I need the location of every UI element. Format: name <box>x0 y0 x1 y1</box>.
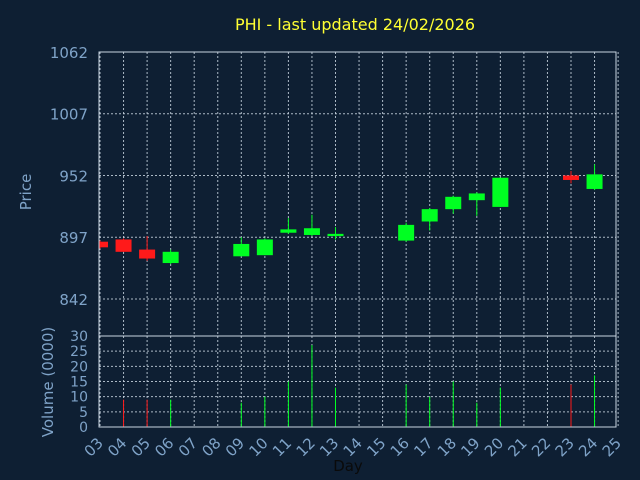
volume-tick-label: 25 <box>70 344 88 360</box>
candle-body <box>139 249 156 259</box>
volume-panel-frame <box>98 335 617 428</box>
volume-tick-label: 15 <box>70 375 88 391</box>
candle-body <box>162 251 179 264</box>
candles <box>99 164 603 265</box>
candle-body <box>303 228 320 235</box>
volume-tick-label: 0 <box>79 420 88 436</box>
candle-body <box>99 241 108 248</box>
price-tick-label: 1007 <box>50 106 88 124</box>
volume-tick-label: 5 <box>79 405 88 421</box>
volume-tick-label: 30 <box>70 329 88 345</box>
candle-body <box>327 233 344 237</box>
candle-body <box>421 209 438 222</box>
price-tick-label: 1062 <box>50 44 88 62</box>
price-axis-label: Price <box>17 174 35 211</box>
candle-body <box>492 177 509 207</box>
price-tick-label: 842 <box>59 291 88 309</box>
volume-tick-label: 20 <box>70 359 88 375</box>
chart-title: PHI - last updated 24/02/2026 <box>235 15 475 34</box>
volume-tick-label: 10 <box>70 390 88 406</box>
x-axis-label: Day <box>333 457 363 475</box>
candle-body <box>115 239 132 252</box>
candle-body <box>256 239 273 256</box>
candle-body <box>468 193 485 201</box>
price-grid <box>99 51 619 336</box>
candle-body <box>445 196 462 210</box>
candle-body <box>233 243 250 257</box>
candle-body <box>586 174 603 189</box>
candle-body <box>563 175 579 180</box>
candle-body <box>398 224 415 241</box>
price-tick-label: 897 <box>59 229 88 247</box>
price-axis: 842 897 952 1007 1062 <box>50 44 88 309</box>
price-tick-label: 952 <box>59 167 88 185</box>
volume-axis-label: Volume (0000) <box>39 327 57 437</box>
volume-bars <box>123 345 596 427</box>
candle-body <box>280 229 297 233</box>
